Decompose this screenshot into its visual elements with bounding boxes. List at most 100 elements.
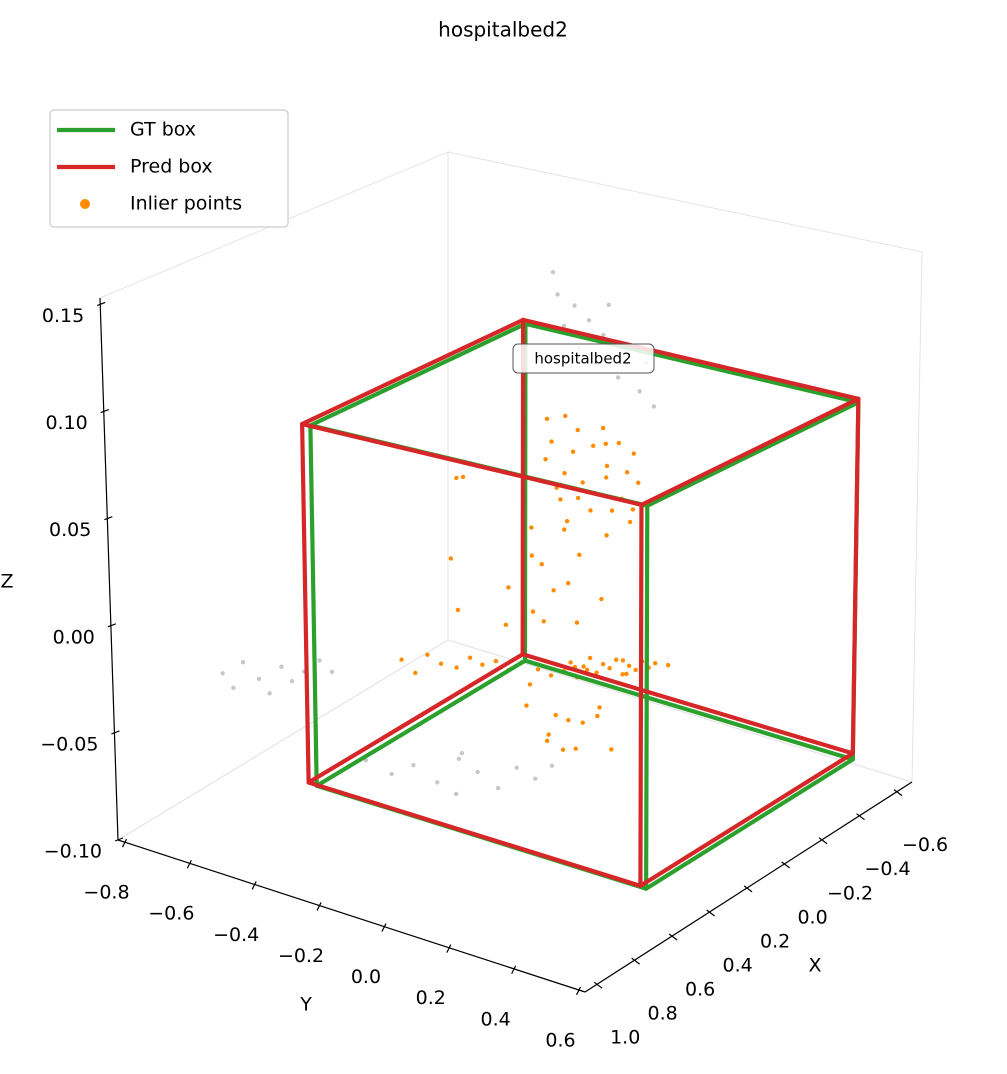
inlier-point [633, 667, 638, 673]
box-edge [638, 502, 644, 888]
inlier-point [603, 441, 608, 447]
outlier-point [289, 679, 295, 684]
x-tick [743, 885, 753, 893]
y-tick-label: 0.4 [481, 1008, 511, 1030]
inlier-point [527, 682, 533, 687]
box-edge [314, 658, 528, 788]
inlier-point [609, 747, 614, 752]
inlier-point [626, 663, 632, 668]
y-tick [186, 859, 192, 869]
y-tick [575, 986, 582, 996]
inlier-point [607, 666, 612, 671]
y-tick-label: 0.6 [545, 1029, 575, 1051]
outlier-point [637, 389, 642, 394]
box-edge [306, 652, 525, 785]
z-tick-label: 0.05 [49, 519, 91, 541]
inlier-point [570, 449, 576, 454]
outlier-point [572, 303, 577, 308]
outlier-point [435, 780, 440, 785]
inlier-point [529, 525, 534, 530]
inlier-point [548, 673, 554, 678]
x-axis-line [584, 781, 913, 993]
inlier-point [454, 475, 459, 481]
y-tick [511, 965, 517, 975]
box-edge [520, 652, 855, 756]
box-edge [308, 321, 528, 428]
inlier-point [413, 670, 418, 676]
inlier-point [551, 588, 556, 593]
x-tick [668, 933, 678, 941]
y-axis-line [117, 839, 586, 993]
inlier-point [636, 480, 641, 485]
inlier-point [595, 713, 600, 719]
x-tick-label: 0.0 [797, 906, 827, 928]
outlier-point [514, 765, 519, 770]
inlier-point [600, 425, 606, 431]
box-edge [300, 421, 644, 507]
inlier-point [577, 552, 582, 557]
legend: GT box Pred box Inlier points [49, 109, 289, 228]
legend-label: Pred box [130, 156, 213, 178]
z-axis-label: Z [0, 571, 13, 593]
inlier-point [580, 480, 585, 485]
chart-title: hospitalbed2 [438, 18, 568, 42]
inlier-point [558, 497, 563, 502]
outlier-point [456, 756, 462, 761]
outlier-point [549, 763, 555, 768]
y-axis-label: Y [299, 994, 312, 1016]
inlier-point [560, 747, 566, 752]
x-axis-label: X [808, 955, 821, 977]
outlier-point [615, 375, 621, 380]
outlier-point [389, 771, 394, 777]
z-tick [114, 837, 124, 842]
outlier-point [555, 292, 560, 297]
inlier-point [600, 661, 606, 667]
z-tick-label: 0.10 [45, 412, 87, 434]
inlier-point [574, 620, 580, 625]
z-tick [111, 730, 120, 735]
x-tick-label: 1.0 [610, 1027, 640, 1049]
x-tick-label: 0.8 [648, 1003, 678, 1025]
x-tick [706, 909, 715, 917]
y-tick-label: 0.0 [351, 966, 381, 988]
inlier-point [591, 443, 596, 448]
outlier-point [601, 332, 606, 338]
inlier-point [627, 519, 633, 525]
outlier-point [606, 302, 611, 308]
inlier-point [665, 662, 671, 668]
box-edge [638, 751, 855, 888]
inlier-point [544, 738, 550, 744]
inlier-point [587, 655, 593, 661]
inlier-point [564, 518, 570, 524]
inlier-point [575, 495, 581, 501]
inlier-point [604, 533, 609, 538]
inlier-point [613, 657, 619, 662]
inlier-point [584, 667, 590, 673]
inlier-point [566, 580, 571, 586]
z-tick [107, 623, 117, 628]
box-edge [521, 317, 861, 401]
inlier-point [503, 622, 509, 628]
outlier-point [453, 791, 459, 797]
box-edge [300, 317, 526, 427]
pane-right [447, 151, 923, 783]
z-tick [97, 301, 106, 306]
outlier-point [329, 669, 335, 675]
y-tick-label: 0.2 [416, 987, 446, 1009]
inlier-point [541, 619, 546, 624]
inlier-point [631, 451, 637, 456]
inlier-point [467, 655, 473, 660]
inlier-point [448, 556, 454, 561]
inlier-point [609, 508, 615, 513]
inlier-point [425, 652, 430, 657]
z-tick-label: 0.00 [53, 626, 95, 648]
outlier-point [231, 685, 236, 691]
inlier-point [624, 470, 630, 475]
x-tick-label: −0.4 [864, 858, 910, 880]
x-tick-label: −0.2 [827, 882, 873, 904]
inlier-point [620, 658, 626, 663]
inlier-point [539, 562, 544, 567]
x-tick-label: 0.2 [760, 930, 790, 952]
x-tick [893, 789, 903, 797]
annotation-box [512, 343, 655, 374]
